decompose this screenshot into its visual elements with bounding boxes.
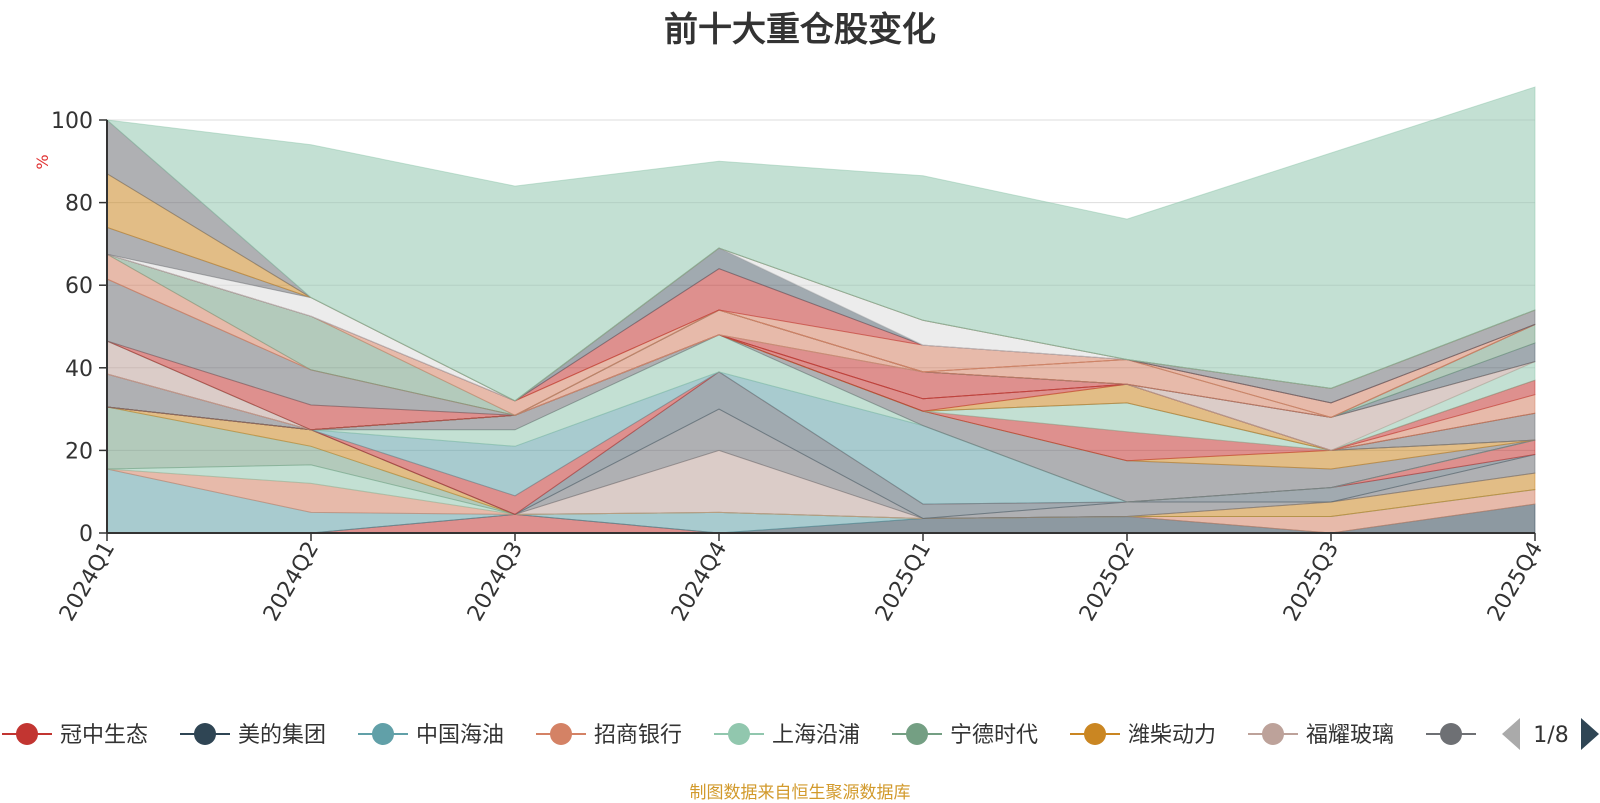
legend-circle-marker [906, 723, 928, 745]
chart-title: 前十大重仓股变化 [664, 10, 936, 50]
legend-prev-page-icon[interactable] [1502, 718, 1520, 750]
legend-circle-marker [728, 723, 750, 745]
x-tick-label: 2024Q1 [55, 538, 120, 626]
legend-circle-marker [1262, 723, 1284, 745]
legend-circle-marker [372, 723, 394, 745]
legend-item[interactable]: 招商银行 [536, 723, 682, 748]
legend-item[interactable]: 上海沿浦 [714, 723, 860, 748]
area-series[interactable] [105, 86, 1536, 402]
x-tick-label: 2025Q3 [1279, 538, 1344, 626]
footer-source-note: 制图数据来自恒生聚源数据库 [689, 783, 911, 803]
legend-page-indicator: 1/8 [1533, 723, 1568, 748]
legend-label: 冠中生态 [60, 723, 148, 748]
legend-items: 冠中生态 美的集团 中国海油 招商银行 上海沿浦 宁德时代 潍柴动力 福耀玻璃 海尔智家 [2, 723, 1572, 748]
legend-circle-marker [16, 723, 38, 745]
legend-item[interactable]: 美的集团 [180, 723, 326, 748]
x-tick-label: 2025Q1 [871, 538, 936, 626]
legend-label: 招商银行 [594, 723, 682, 748]
x-tick-label: 2025Q2 [1075, 538, 1140, 626]
legend-label: 潍柴动力 [1128, 723, 1216, 748]
area-layer [105, 86, 1536, 534]
y-tick-label: 60 [65, 274, 93, 299]
x-tick-label: 2024Q3 [463, 538, 528, 626]
legend-circle-marker [194, 723, 216, 745]
y-tick-label: 20 [65, 439, 93, 464]
y-tick-label: 100 [51, 109, 93, 134]
y-tick-label: 80 [65, 192, 93, 217]
legend-item[interactable]: 冠中生态 [2, 723, 148, 748]
legend-label: 宁德时代 [950, 723, 1038, 748]
y-tick-label: 0 [79, 522, 93, 547]
legend-label: 美的集团 [238, 723, 326, 748]
legend-item[interactable]: 福耀玻璃 [1248, 723, 1394, 748]
legend-circle-marker [1084, 723, 1106, 745]
legend-label: 上海沿浦 [772, 723, 860, 748]
legend-item[interactable]: 潍柴动力 [1070, 723, 1216, 748]
legend-item[interactable]: 海尔智家 [1426, 723, 1572, 748]
legend-next-page-icon[interactable] [1581, 718, 1599, 750]
x-tick-label: 2024Q2 [259, 538, 324, 626]
y-axis-label: % [33, 154, 52, 169]
x-tick-label: 2024Q4 [667, 538, 732, 626]
legend-label: 福耀玻璃 [1306, 723, 1394, 748]
legend-item[interactable]: 中国海油 [358, 723, 504, 748]
legend-item[interactable]: 宁德时代 [892, 723, 1038, 748]
legend-circle-marker [550, 723, 572, 745]
legend-circle-marker [1440, 723, 1462, 745]
x-tick-label: 2025Q4 [1483, 538, 1548, 626]
legend-label: 中国海油 [416, 723, 504, 748]
y-tick-label: 40 [65, 357, 93, 382]
